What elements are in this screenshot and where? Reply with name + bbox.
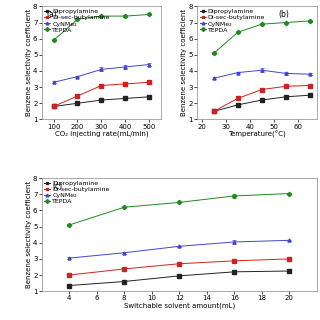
Text: (b): (b): [278, 10, 289, 19]
Text: (c): (c): [52, 181, 63, 191]
X-axis label: Temperature(°C): Temperature(°C): [228, 131, 286, 138]
Legend: Dipropylamine, Di-sec-butylamine, CyNMe₂, TEPDA: Dipropylamine, Di-sec-butylamine, CyNMe₂…: [44, 8, 110, 33]
Y-axis label: Benzene selectivity coefficient: Benzene selectivity coefficient: [26, 181, 32, 288]
Y-axis label: Benzene selectivity coefficient: Benzene selectivity coefficient: [26, 9, 32, 116]
Y-axis label: Benzene selectivity coefficient: Benzene selectivity coefficient: [181, 9, 187, 116]
Legend: Dipropylamine, Di-sec-butylamine, CyNMe₂, TEPDA: Dipropylamine, Di-sec-butylamine, CyNMe₂…: [44, 180, 110, 205]
Legend: Dipropylamine, Di-sec-butylamine, CyNMe₂, TEPDA: Dipropylamine, Di-sec-butylamine, CyNMe₂…: [199, 8, 266, 33]
X-axis label: Switchable solvent amount(mL): Switchable solvent amount(mL): [124, 303, 235, 309]
X-axis label: CO₂ injecting rate(mL/min): CO₂ injecting rate(mL/min): [55, 131, 148, 138]
Text: (a): (a): [46, 10, 57, 19]
